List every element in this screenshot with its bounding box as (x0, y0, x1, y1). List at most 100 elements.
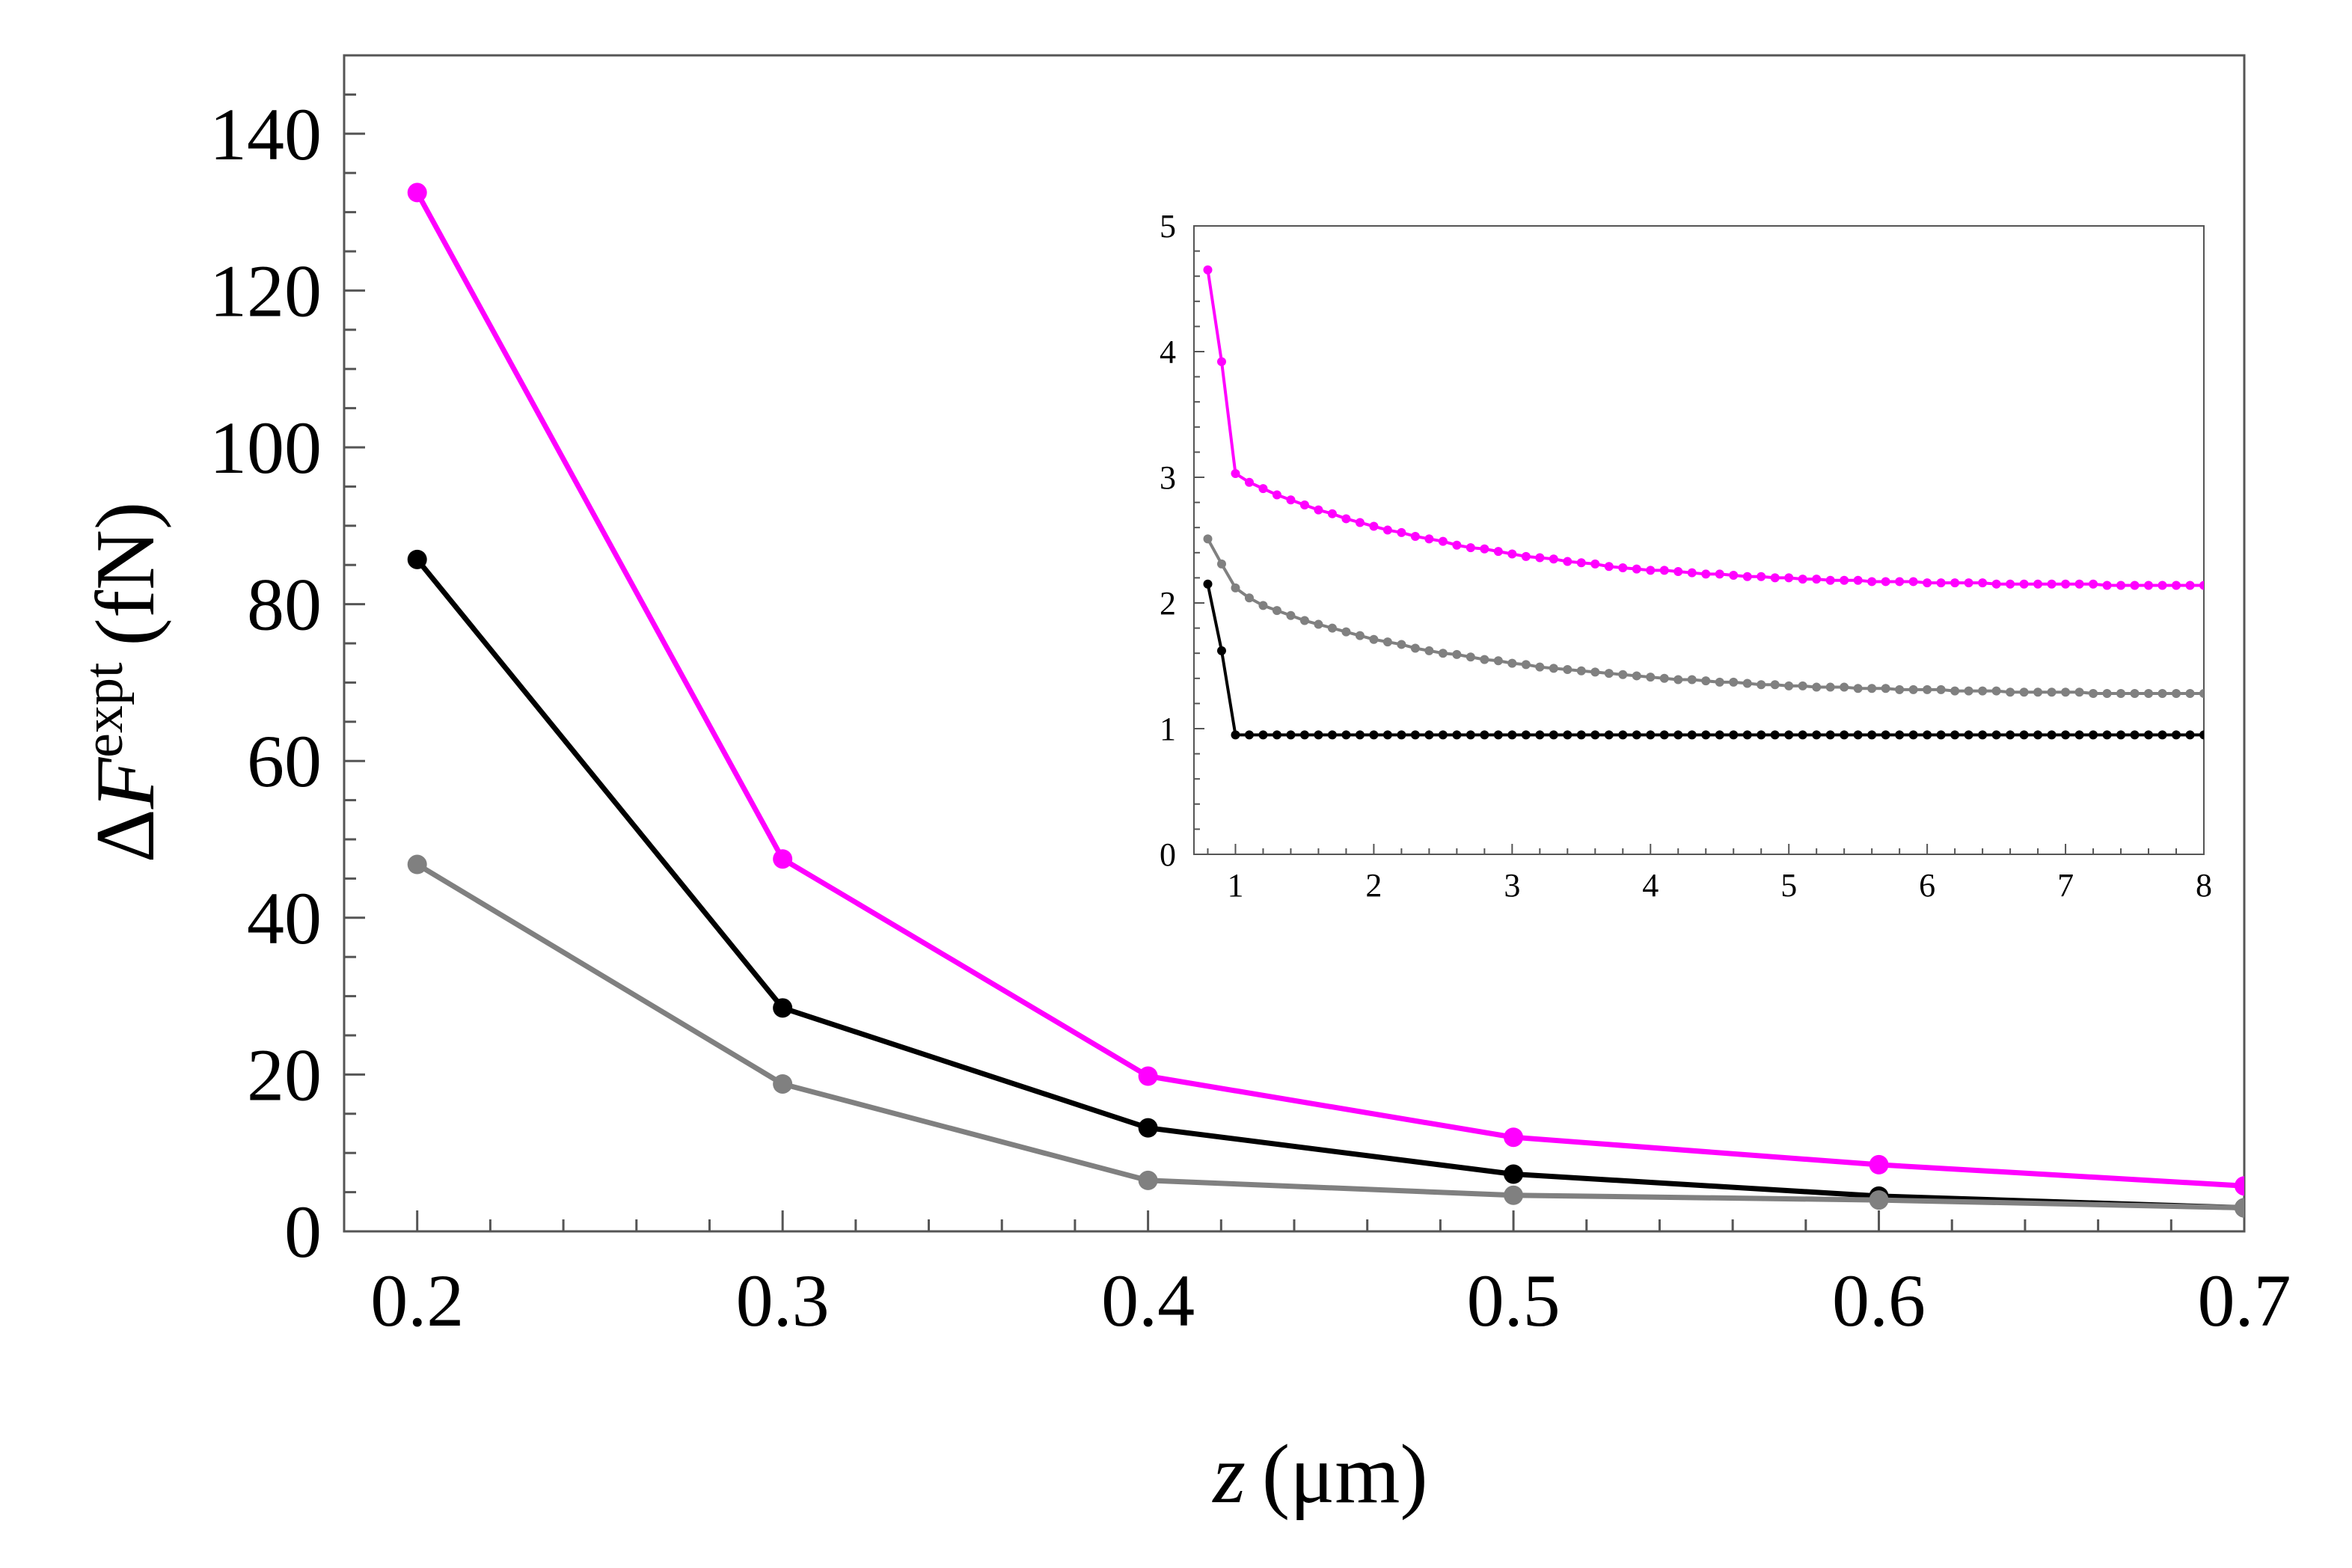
inset-gray-point (1618, 670, 1628, 679)
inset-x-tick-label: 7 (2057, 867, 2074, 904)
main-magenta-line (414, 191, 2244, 1189)
inset-gray-point (1272, 606, 1281, 616)
inset-magenta-point (1549, 554, 1558, 564)
inset-gray-point (1729, 677, 1739, 687)
inset-gray-point (2144, 688, 2154, 698)
main-y-tick-label: 100 (209, 406, 322, 489)
inset-magenta-point (1881, 577, 1890, 587)
inset-gray-point (1632, 671, 1641, 681)
main-black-point (773, 998, 793, 1018)
inset-gray-point (1299, 616, 1309, 625)
inset-black-point (1798, 730, 1807, 740)
main-magenta-point (1138, 1066, 1158, 1086)
inset-gray-point (1659, 673, 1669, 683)
main-gray-point (773, 1074, 793, 1094)
inset-magenta-point (2089, 579, 2098, 589)
inset-magenta-point (1590, 559, 1600, 569)
inset-black-point (2089, 730, 2098, 740)
inset-black-point (1770, 730, 1780, 740)
inset-black-point (2102, 730, 2112, 740)
main-series-magenta (407, 183, 2244, 1196)
inset-black-point (1507, 730, 1517, 740)
inset-gray-point (1382, 637, 1392, 647)
inset-black-point (2047, 730, 2057, 740)
main-gray-point (407, 854, 427, 875)
inset-magenta-point (1687, 568, 1697, 578)
inset-magenta-point (1299, 500, 1309, 509)
inset-black-point (1895, 730, 1905, 740)
inset-black-point (1590, 730, 1600, 740)
inset-gray-point (1770, 680, 1780, 690)
main-y-tick-label: 40 (247, 877, 322, 960)
main-y-tick-label: 0 (284, 1190, 322, 1273)
main-x-tick-label: 0.7 (2198, 1259, 2291, 1342)
inset-magenta-point (1382, 525, 1392, 535)
inset-black-point (2157, 730, 2167, 740)
inset-black-point (1632, 730, 1641, 740)
inset-magenta-point (2006, 579, 2015, 589)
inset-black-point (1825, 730, 1835, 740)
inset-gray-point (1978, 686, 1988, 696)
inset-magenta-point (1521, 551, 1531, 561)
inset-magenta-point (2074, 579, 2084, 589)
inset-black-point (1701, 730, 1711, 740)
main-magenta-point (1869, 1154, 1889, 1175)
main-black-point (1504, 1164, 1524, 1184)
inset-gray-point (1549, 664, 1558, 673)
inset-black-point (1272, 730, 1281, 740)
main-black-point (407, 549, 427, 569)
inset-black-point (1840, 730, 1849, 740)
inset-gray-point (1687, 675, 1697, 685)
inset-series-black (1203, 579, 2204, 740)
inset-black-point (1466, 730, 1475, 740)
inset-black-point (1341, 730, 1351, 740)
main-black-point (1138, 1118, 1158, 1138)
inset-gray-point (1369, 634, 1379, 644)
main-y-tick-label: 120 (209, 249, 322, 332)
inset-magenta-point (1825, 575, 1835, 585)
inset-x-tick-label: 8 (2196, 867, 2212, 904)
inset-magenta-point (1438, 536, 1448, 546)
inset-magenta-point (2061, 579, 2071, 589)
inset-magenta-point (1632, 564, 1641, 574)
inset-magenta-point (1701, 569, 1711, 579)
inset-black-point (1493, 730, 1503, 740)
inset-magenta-point (1867, 577, 1877, 587)
inset-magenta-point (2102, 581, 2112, 590)
inset-gray-point (1244, 593, 1254, 603)
inset-gray-point (1950, 686, 1960, 696)
inset-gray-point (2185, 688, 2195, 698)
inset-frame (1193, 225, 2205, 855)
inset-black-point (1618, 730, 1628, 740)
inset-gray-point (1258, 601, 1268, 610)
inset-black-point (2033, 730, 2043, 740)
inset-y-tick-label: 0 (1160, 836, 1176, 873)
inset-gray-point (1286, 610, 1296, 620)
main-gray-line (415, 862, 2244, 1211)
inset-gray-point (1908, 685, 1918, 694)
inset-magenta-point (1424, 534, 1434, 544)
inset-gray-point (1936, 685, 1946, 694)
inset-gray-point (1341, 627, 1351, 637)
inset-black-point (2074, 730, 2084, 740)
inset-gray-point (1231, 583, 1240, 592)
inset-magenta-point (1258, 484, 1268, 494)
inset-black-point (1950, 730, 1960, 740)
inset-gray-point (2116, 688, 2126, 698)
inset-gray-point (1493, 656, 1503, 666)
inset-black-point (1646, 730, 1656, 740)
inset-gray-point (1397, 640, 1406, 649)
inset-black-point (1382, 730, 1392, 740)
x-axis-title-unit: (μm) (1262, 1428, 1428, 1521)
inset-magenta-point (1604, 562, 1614, 572)
inset-gray-point (2074, 687, 2084, 697)
inset-gray-point (1590, 667, 1600, 677)
x-axis-title-var: z (1211, 1428, 1246, 1521)
inset-plot: 1 2 3 4 5 6 7 8 0 1 2 3 4 5 (1160, 208, 2212, 904)
inset-black-point (1216, 646, 1226, 655)
main-gray-point (1869, 1190, 1889, 1210)
inset-magenta-point (1286, 495, 1296, 505)
main-gray-point (1504, 1185, 1524, 1205)
inset-black-point (2199, 730, 2204, 740)
